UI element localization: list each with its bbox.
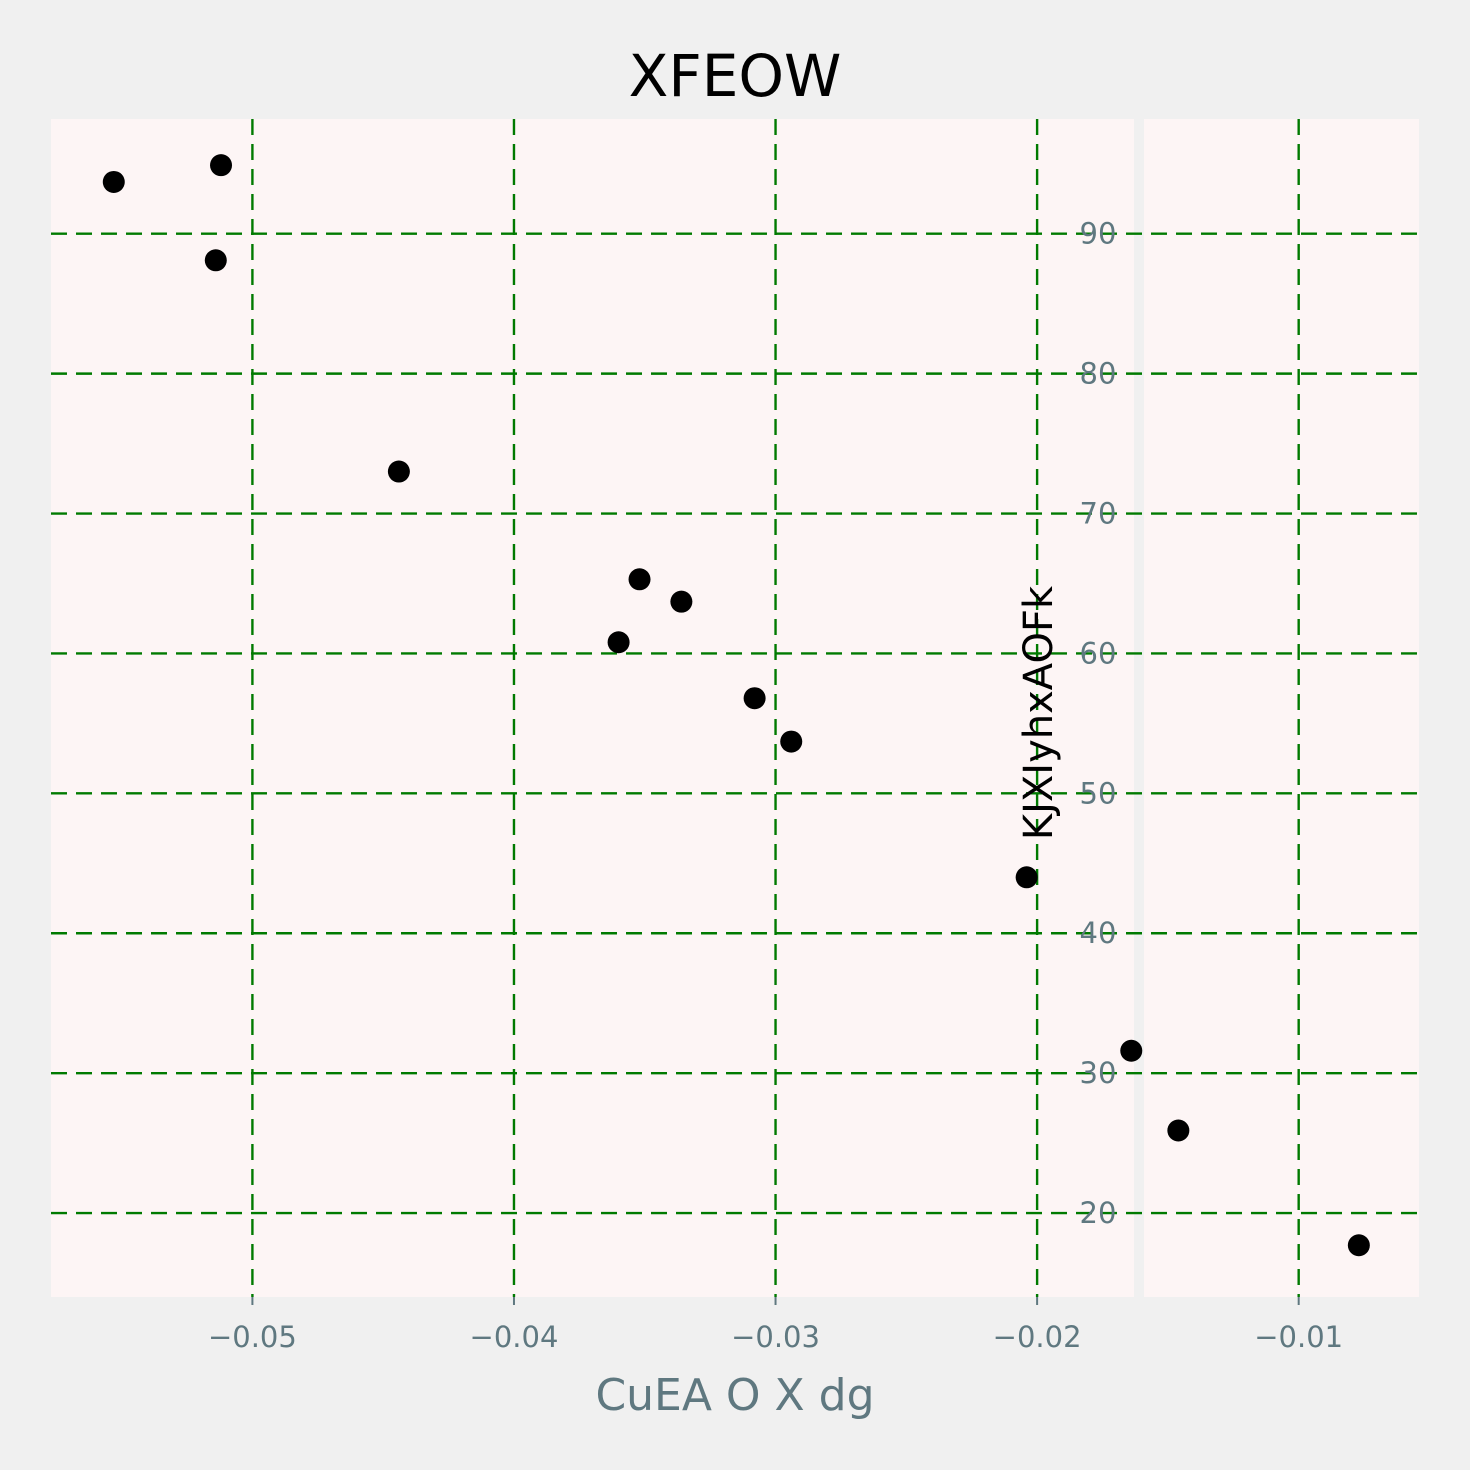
- data-point: [1120, 1039, 1143, 1062]
- plot-area-divider: [1134, 119, 1144, 1297]
- chart-title: XFEOW: [629, 42, 842, 110]
- y-tick-label: 20: [1080, 1196, 1117, 1230]
- plot-area: [51, 119, 1419, 1297]
- y-tick-label: 50: [1080, 776, 1117, 810]
- y-axis-label: KJXIyhxAOFk: [1016, 585, 1062, 840]
- data-point: [102, 170, 125, 193]
- data-point: [670, 590, 693, 613]
- x-tick-label: −0.01: [1254, 1320, 1343, 1354]
- data-point: [628, 568, 651, 591]
- grid-lines: [51, 119, 1419, 1297]
- data-points: [102, 154, 1370, 1257]
- x-tick-label: −0.02: [993, 1320, 1082, 1354]
- data-point: [743, 687, 766, 710]
- data-point: [1347, 1234, 1370, 1257]
- data-point: [210, 154, 233, 177]
- x-tick-label: −0.04: [470, 1320, 559, 1354]
- data-point: [780, 730, 803, 753]
- x-tick-label: −0.05: [208, 1320, 297, 1354]
- y-tick-label: 40: [1080, 916, 1117, 950]
- data-point: [1167, 1119, 1190, 1142]
- y-tick-label: 90: [1080, 217, 1117, 251]
- y-tick-label: 70: [1080, 497, 1117, 531]
- y-tick-label: 80: [1080, 357, 1117, 391]
- x-axis-label: CuEA O X dg: [595, 1370, 874, 1421]
- data-point: [387, 460, 410, 483]
- x-tick-label: −0.03: [731, 1320, 820, 1354]
- data-point: [204, 249, 227, 272]
- y-tick-label: 30: [1080, 1056, 1117, 1090]
- x-tick-labels: −0.05 −0.04 −0.03 −0.02 −0.01: [208, 1297, 1343, 1354]
- y-tick-labels: 20 30 40 50 60 70 80 90: [1080, 217, 1117, 1230]
- data-point: [1015, 866, 1038, 889]
- data-point: [607, 631, 630, 654]
- y-tick-label: 60: [1080, 636, 1117, 670]
